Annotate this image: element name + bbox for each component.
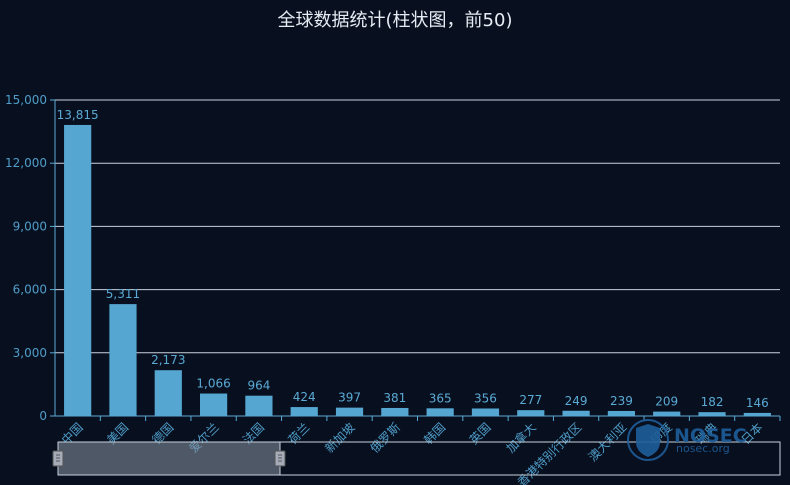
data-label: 365 [429,391,452,405]
data-label: 182 [701,395,724,409]
data-label: 249 [565,394,588,408]
bar[interactable] [335,407,364,416]
watermark-brand: NOSEC [674,425,747,447]
x-tick-label: 新加坡 [322,420,358,456]
y-tick-label: 0 [39,409,47,423]
data-label: 397 [338,391,361,405]
grid-lines [55,99,780,354]
data-label: 381 [383,391,406,405]
data-label: 13,815 [57,108,99,122]
nosec-watermark: NOSEC nosec.org [627,419,747,461]
data-label: 239 [610,394,633,408]
zoom-handle-left[interactable] [52,450,64,467]
y-tick-label: 3,000 [13,346,47,360]
bar[interactable] [698,412,726,416]
data-label: 964 [247,379,270,393]
data-labels: 13,815 5,311 2,173 1,066 964 424 397 381 365 356 2… [57,108,769,410]
bar[interactable] [517,410,545,416]
shield-logo-icon [627,419,669,461]
bar[interactable] [290,407,318,416]
bar[interactable] [562,410,590,416]
x-tick-label: 俄罗斯 [368,420,403,455]
data-label: 1,066 [196,377,230,391]
y-tick-label: 9,000 [13,219,47,233]
bar[interactable] [245,395,273,416]
bar[interactable] [653,411,681,416]
bar[interactable] [381,407,409,416]
watermark-site: nosec.org [676,442,730,455]
bar[interactable] [743,412,771,416]
data-label: 424 [293,390,316,404]
bar[interactable] [471,408,500,416]
bars [64,124,771,417]
zoom-handle-right[interactable] [274,450,286,467]
x-tick-label: 加拿大 [503,420,539,456]
chart-title: 全球数据统计(柱状图，前50) [277,10,513,31]
data-label: 5,311 [106,287,140,301]
bar[interactable] [154,370,182,416]
zoom-selection[interactable] [57,441,281,476]
y-tick-label: 12,000 [5,156,47,170]
bar[interactable] [607,410,635,416]
y-tick-label: 15,000 [5,93,47,107]
bar[interactable] [426,408,454,416]
data-label: 146 [746,396,769,410]
bar[interactable] [200,393,228,416]
y-axis-ticks: 0 3,000 6,000 9,000 12,000 15,000 [5,93,55,423]
data-label: 2,173 [151,353,185,367]
bar[interactable] [109,304,137,416]
x-tick-label: 韩国 [421,420,449,448]
x-tick-label: 荷兰 [285,420,312,447]
x-tick-label: 英国 [467,420,494,447]
data-zoom-slider[interactable] [52,441,781,476]
y-tick-label: 6,000 [13,283,47,297]
data-label: 356 [474,392,497,406]
bar[interactable] [64,124,92,417]
data-label: 277 [519,393,542,407]
data-label: 209 [655,395,678,409]
